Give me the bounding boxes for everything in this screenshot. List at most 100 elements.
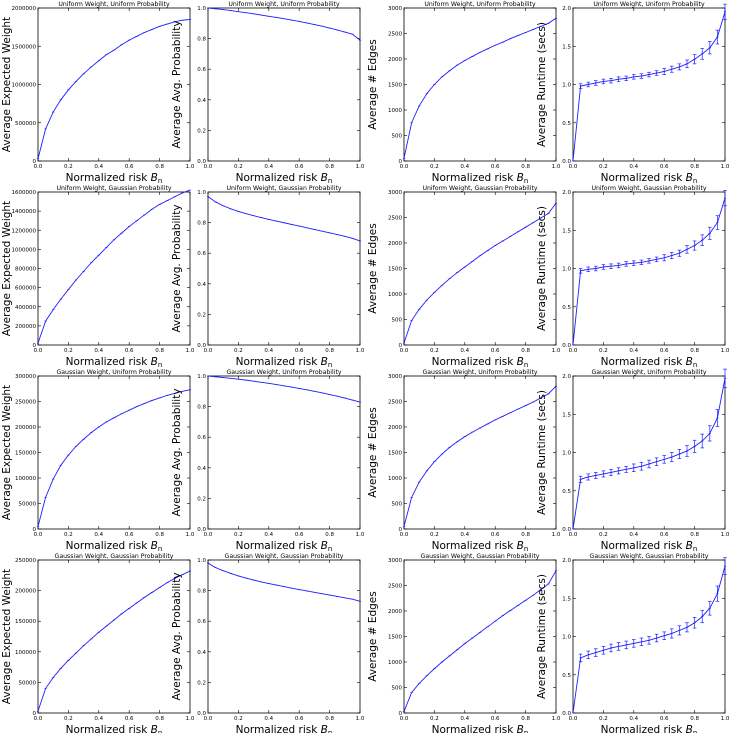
x-tick-label: 1.0	[186, 348, 195, 354]
y-axis-label: Average # Edges	[367, 591, 379, 682]
x-tick-label: 1.0	[356, 348, 365, 354]
y-tick-label: 200000	[15, 589, 36, 595]
y-tick-label: 2.0	[562, 558, 571, 564]
x-tick-label: 1.0	[721, 348, 730, 354]
y-axis-label: Average Avg. Probability	[171, 388, 183, 516]
x-axis-label-subscript: n	[328, 361, 332, 369]
x-tick-label: 1.0	[552, 164, 561, 170]
y-tick-label: 2.0	[562, 374, 571, 380]
x-axis-label-subscript: n	[693, 361, 697, 369]
x-tick-label: 0.4	[629, 164, 638, 170]
x-axis-label-text: Normalized risk	[601, 172, 686, 184]
y-tick-label: 400000	[15, 305, 36, 311]
x-axis-label-symbol: B	[151, 172, 158, 184]
y-tick-label: 1.0	[197, 374, 206, 380]
x-axis-label-text: Normalized risk	[601, 356, 686, 368]
x-axis-label-subscript: n	[158, 361, 162, 369]
y-tick-label: 100000	[15, 476, 36, 482]
x-tick-label: 0.0	[569, 716, 578, 722]
y-tick-label: 1500	[388, 267, 402, 273]
x-tick-label: 0.4	[264, 348, 273, 354]
series-line	[37, 19, 191, 159]
y-tick-label: 0.6	[197, 435, 206, 441]
y-tick-label: 1000	[388, 476, 402, 482]
y-tick-label: 50000	[19, 502, 37, 508]
panel-title: Gaussian Weight, Uniform Probability	[591, 369, 706, 376]
chart-panel-3: Uniform Weight, Uniform Probability 0.0 0.…	[367, 1, 561, 185]
x-axis-label-symbol: B	[321, 540, 328, 552]
series-line	[403, 202, 557, 344]
x-axis-label: Normalized risk Bn	[236, 172, 333, 185]
y-tick-label: 0	[33, 159, 37, 165]
series-line	[207, 7, 361, 41]
y-tick-label: 200000	[15, 324, 36, 330]
y-tick-label: 1.0	[197, 190, 206, 196]
x-tick-label: 0.0	[569, 348, 578, 354]
y-tick-label: 250000	[15, 558, 36, 564]
x-axis-label-symbol: B	[321, 356, 328, 368]
x-axis-label-subscript: n	[524, 545, 528, 553]
y-axis-label: Average Runtime (secs)	[536, 206, 548, 331]
y-tick-label: 2000000	[12, 6, 37, 12]
plot-frame	[572, 375, 726, 530]
y-tick-label: 0.2	[197, 312, 206, 318]
x-axis-label-text: Normalized risk	[236, 724, 321, 733]
plot-frame	[403, 375, 557, 530]
panel-title: Gaussian Weight, Uniform Probability	[226, 369, 341, 376]
x-tick-label: 0.6	[295, 348, 304, 354]
y-tick-label: 1000	[388, 108, 402, 114]
x-tick-label: 0.8	[690, 716, 699, 722]
x-tick-label: 0.8	[521, 716, 530, 722]
y-tick-label: 0.6	[197, 251, 206, 257]
plot-frame	[403, 7, 557, 162]
y-tick-label: 2000	[388, 425, 402, 431]
y-tick-label: 2.0	[562, 6, 571, 12]
y-axis-label: Average Runtime (secs)	[536, 574, 548, 699]
x-tick-label: 0.0	[400, 532, 409, 538]
y-tick-label: 3000	[388, 190, 402, 196]
x-tick-label: 0.4	[264, 532, 273, 538]
plot-frame	[37, 191, 191, 346]
series-line	[572, 11, 726, 162]
x-tick-label: 0.4	[460, 532, 469, 538]
y-tick-label: 3000	[388, 558, 402, 564]
y-tick-label: 1000000	[12, 83, 37, 89]
y-tick-label: 2500	[388, 32, 402, 38]
x-tick-label: 0.0	[34, 348, 43, 354]
x-axis-label-symbol: B	[151, 356, 158, 368]
panel-title: Gaussian Weight, Gaussian Probability	[225, 553, 344, 560]
y-axis-label: Average Avg. Probability	[171, 204, 183, 332]
x-axis-label-text: Normalized risk	[66, 172, 151, 184]
y-tick-label: 2.0	[562, 190, 571, 196]
y-tick-label: 1.0	[197, 558, 206, 564]
x-tick-label: 0.2	[64, 164, 73, 170]
y-tick-label: 200000	[15, 425, 36, 431]
y-tick-label: 0.2	[197, 680, 206, 686]
x-tick-label: 0.6	[491, 716, 500, 722]
y-tick-label: 1000	[388, 660, 402, 666]
y-tick-label: 0	[33, 527, 37, 533]
x-tick-label: 0.2	[64, 532, 73, 538]
x-tick-label: 0.4	[94, 164, 103, 170]
x-tick-label: 0.6	[491, 164, 500, 170]
y-tick-label: 0.4	[197, 98, 206, 104]
panel-title: Gaussian Weight, Gaussian Probability	[55, 553, 174, 560]
x-axis-label-text: Normalized risk	[432, 172, 517, 184]
x-tick-label: 0.8	[521, 532, 530, 538]
x-tick-label: 0.6	[125, 716, 134, 722]
y-axis-label: Average Avg. Probability	[171, 20, 183, 148]
x-tick-label: 0.0	[400, 164, 409, 170]
x-tick-label: 0.6	[295, 532, 304, 538]
y-axis-label: Average Runtime (secs)	[536, 22, 548, 147]
x-axis-label-subscript: n	[524, 361, 528, 369]
y-tick-label: 0.0	[562, 159, 571, 165]
x-tick-label: 1.0	[356, 532, 365, 538]
x-tick-label: 1.0	[552, 716, 561, 722]
x-axis-label-symbol: B	[151, 724, 158, 733]
x-tick-label: 0.4	[629, 716, 638, 722]
y-tick-label: 500	[392, 502, 403, 508]
y-axis-label: Average Runtime (secs)	[536, 390, 548, 515]
